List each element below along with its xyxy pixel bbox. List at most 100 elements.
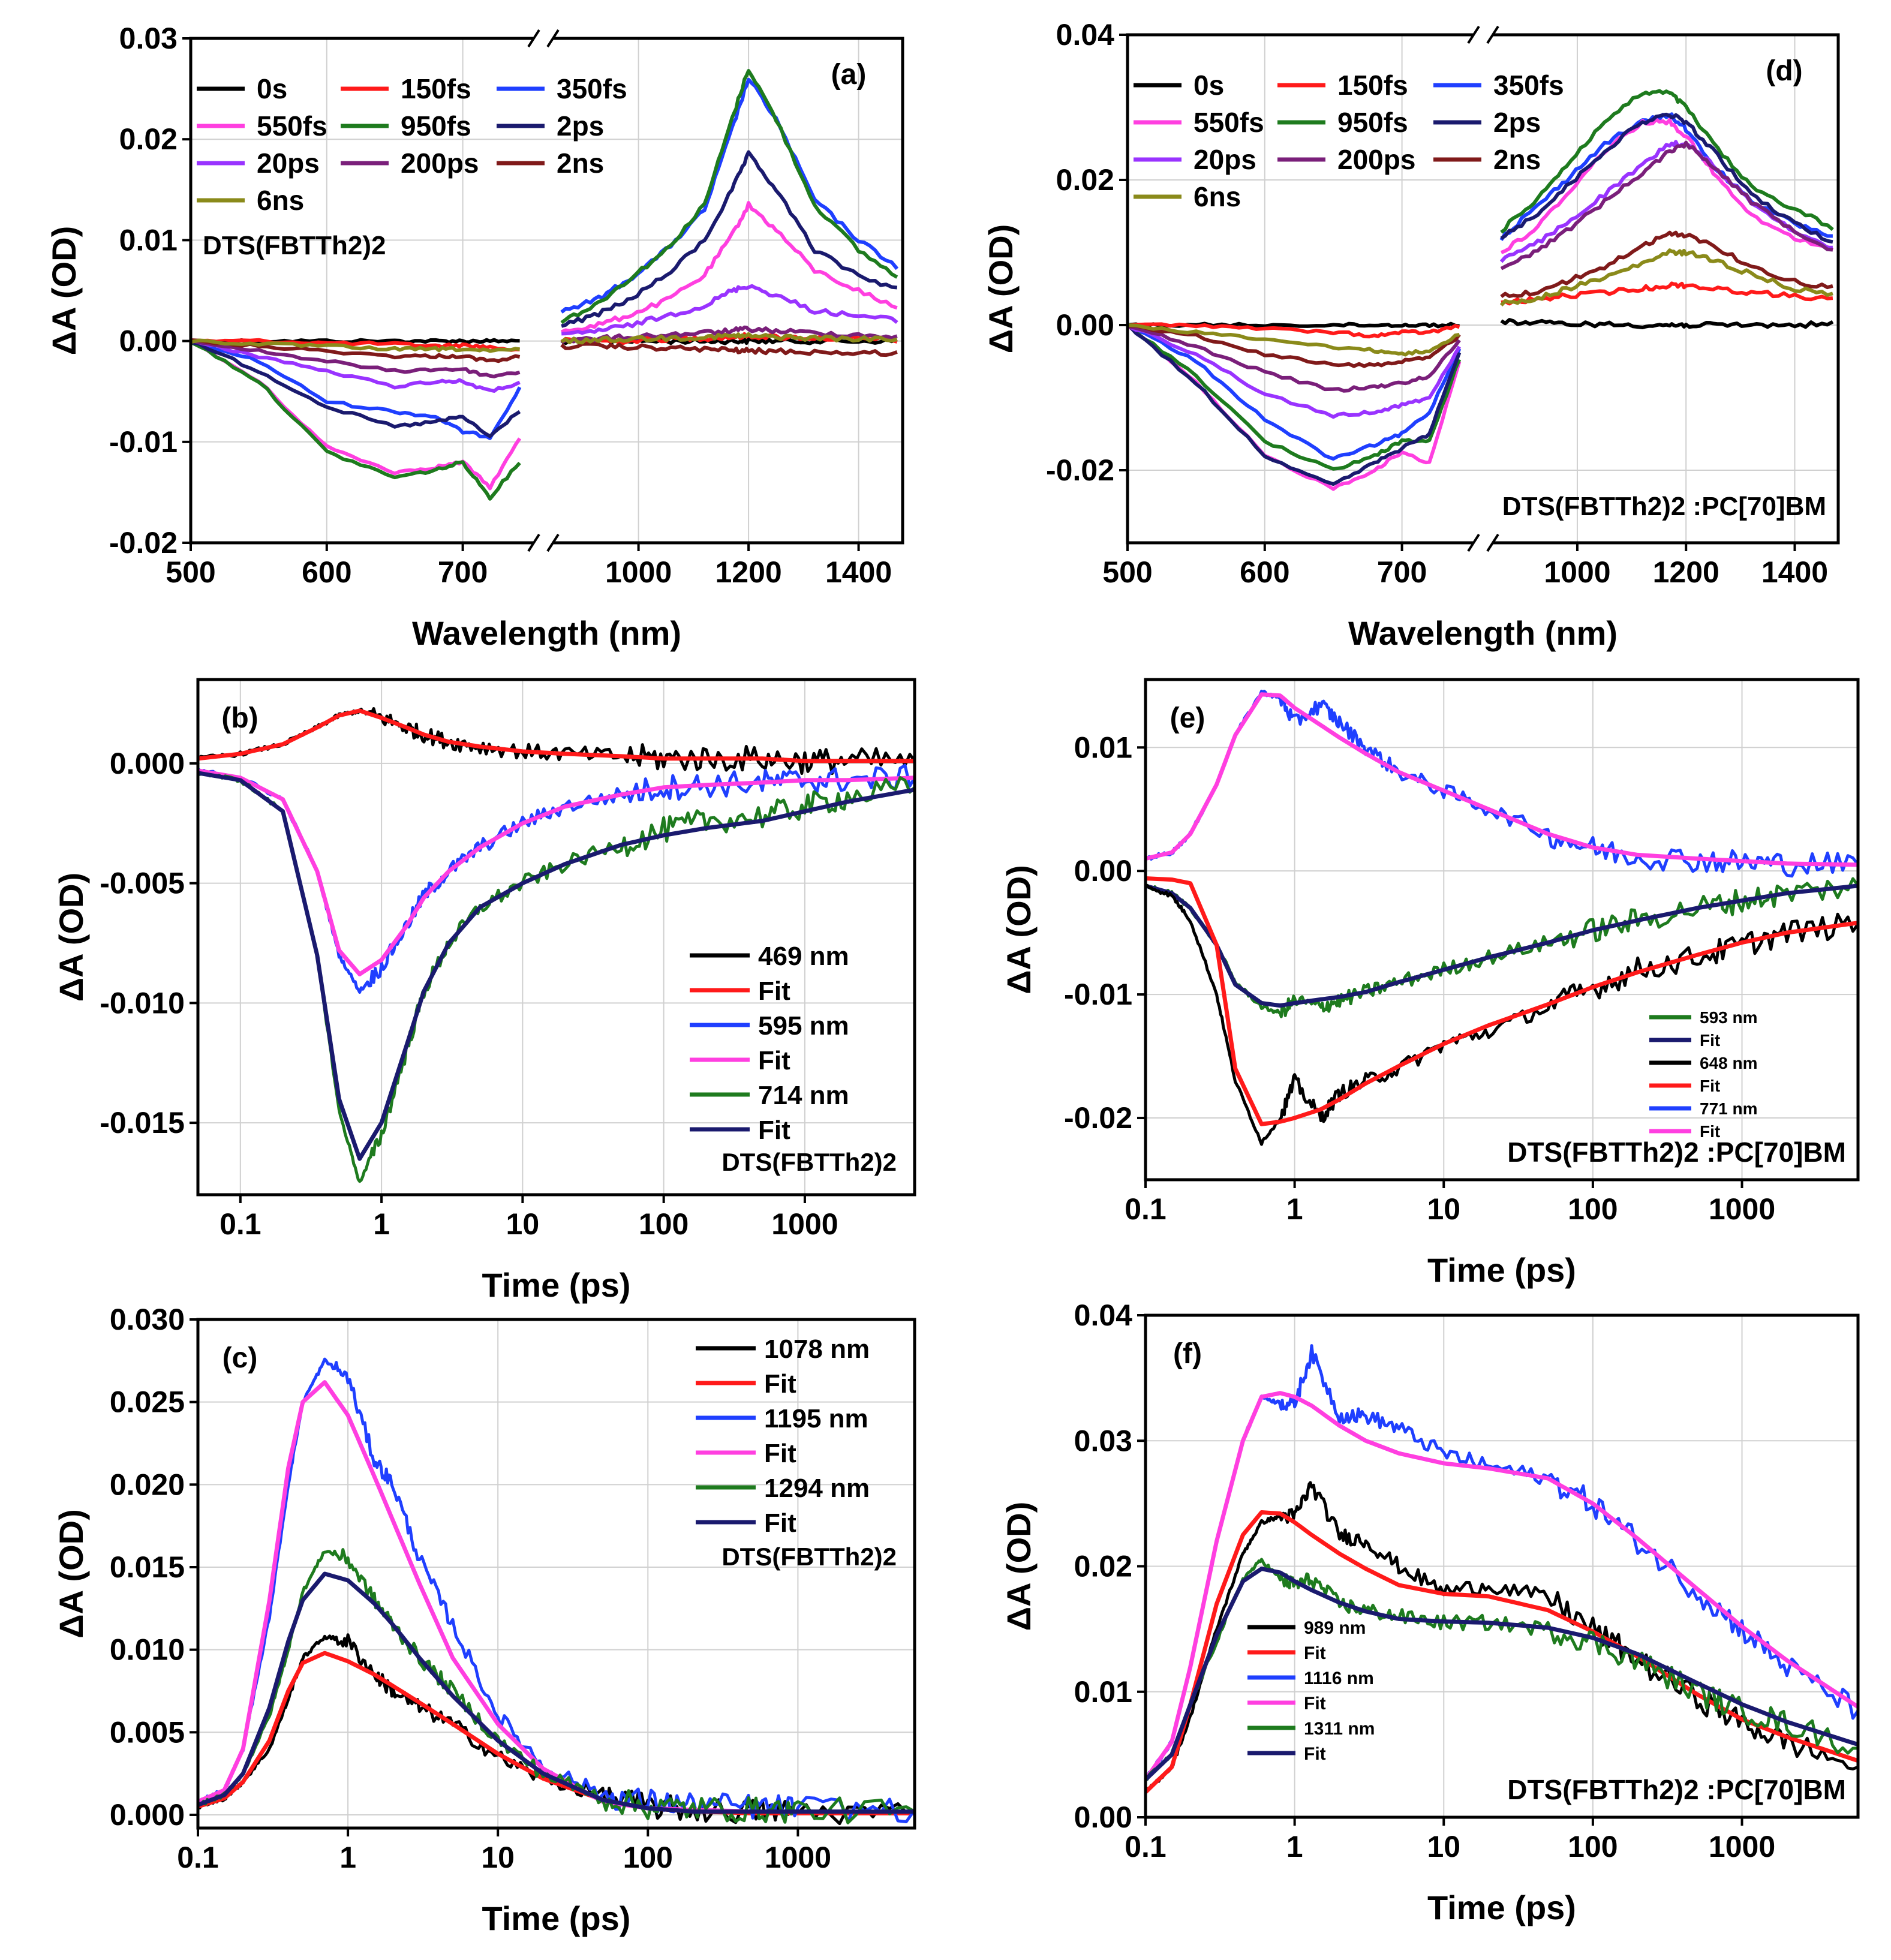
legend-label: 595 nm	[758, 1011, 849, 1041]
y-tick-label: 0.02	[1056, 163, 1114, 197]
y-tick-label: -0.02	[1046, 453, 1114, 487]
series-line	[1145, 1344, 1860, 1779]
series-line-nir	[1500, 230, 1833, 299]
series-line-vis	[1126, 324, 1461, 419]
series-line	[1145, 876, 1859, 1126]
y-tick-label: 0.000	[110, 1798, 185, 1832]
y-axis-label: ΔA (OD)	[1000, 1502, 1038, 1631]
series-line-nir	[560, 342, 898, 357]
panel-f: 0.00 0.01 0.02 0.03 0.04 ΔA (OD) 0.1 1 10 100 1000…	[1000, 1298, 1860, 1926]
x-tick-label: 700	[438, 555, 488, 589]
series-line	[197, 772, 916, 1183]
y-tick-label: 0.020	[110, 1468, 185, 1501]
legend-label: 1078 nm	[764, 1334, 870, 1364]
panel-label: (f)	[1173, 1338, 1202, 1370]
series-line	[197, 771, 915, 1161]
legend-label: 469 nm	[758, 942, 849, 971]
series-line-nir	[1500, 118, 1834, 254]
axis-break-mark	[527, 533, 540, 552]
x-tick-label: 100	[623, 1841, 673, 1874]
legend-label: 648 nm	[1700, 1054, 1758, 1072]
y-axis-label: ΔA (OD)	[982, 224, 1020, 353]
series-line-nir	[1500, 89, 1834, 234]
series-line	[197, 1548, 916, 1824]
x-axis-label: Wavelength (nm)	[1348, 614, 1618, 652]
axis-break-mark	[546, 29, 560, 48]
legend-label: 2ns	[557, 148, 604, 179]
x-tick-label: 0.1	[177, 1841, 219, 1874]
y-tick-label: 0.000	[110, 747, 185, 780]
panel-a: -0.02 -0.01 0.00 0.01 0.02 0.03 ΔA (OD) 500 600 7…	[45, 22, 904, 652]
legend-label: 550fs	[1193, 107, 1264, 138]
legend-label: 200ps	[401, 148, 479, 179]
axis-break-mark	[1486, 25, 1499, 44]
y-tick-label: 0.005	[110, 1715, 185, 1749]
y-tick-label: -0.02	[1064, 1101, 1132, 1135]
legend-label: 1294 nm	[764, 1474, 870, 1503]
series-line-vis	[1126, 323, 1462, 471]
y-tick-label: 0.03	[1074, 1424, 1132, 1457]
legend-label: 2ps	[1493, 107, 1541, 138]
panel-d: -0.02 0.00 0.02 0.04 ΔA (OD) 500 600 700 1000 120…	[982, 18, 1840, 652]
legend-label: Fit	[1700, 1122, 1720, 1141]
x-tick-label: 1000	[1709, 1830, 1775, 1863]
series-line	[1144, 1567, 1859, 1781]
x-tick-label: 0.1	[1125, 1830, 1167, 1863]
x-tick-label: 1400	[1761, 555, 1828, 589]
x-tick-label: 1200	[715, 555, 781, 589]
x-axis-label: Time (ps)	[1427, 1889, 1576, 1926]
series-line-nir	[1499, 248, 1833, 307]
y-tick-label: -0.02	[109, 526, 178, 560]
series-line-vis	[1126, 322, 1462, 486]
y-tick-label: 0.02	[119, 122, 178, 156]
series-line-nir	[560, 69, 898, 324]
y-tick-label: 0.00	[1056, 308, 1114, 342]
series-line-vis	[1126, 322, 1462, 461]
panel-label: (e)	[1170, 702, 1205, 734]
x-tick-label: 10	[481, 1841, 515, 1874]
x-tick-label: 1	[373, 1207, 390, 1241]
plot-frame	[1144, 678, 1860, 1182]
plot-frame	[196, 1318, 916, 1830]
legend-label: 6ns	[257, 185, 304, 216]
legend-label: 350fs	[557, 73, 627, 104]
legend-label: 2ns	[1493, 144, 1541, 175]
x-axis-label: Time (ps)	[482, 1266, 631, 1304]
x-tick-label: 500	[166, 555, 215, 589]
legend-label: 6ns	[1193, 181, 1241, 212]
series-line-nir	[561, 201, 898, 334]
y-tick-label: 0.01	[1074, 731, 1132, 764]
legend-label: Fit	[758, 976, 790, 1006]
series-line-vis	[1126, 324, 1462, 491]
legend-label: Fit	[1700, 1077, 1720, 1095]
x-tick-label: 700	[1377, 555, 1427, 589]
series-line-nir	[560, 332, 898, 345]
sample-annotation: DTS(FBTTh2)2	[721, 1543, 897, 1571]
legend-label: 350fs	[1493, 70, 1564, 101]
series-line-nir	[561, 284, 898, 336]
x-tick-label: 1200	[1653, 555, 1719, 589]
series-line	[1144, 1481, 1859, 1792]
panel-e: -0.02 -0.01 0.00 0.01 ΔA (OD) 0.1 1 10 100 1000 Ti…	[1000, 678, 1860, 1289]
y-tick-label: 0.00	[1074, 1800, 1132, 1834]
x-tick-label: 1	[339, 1841, 356, 1874]
y-axis-label: ΔA (OD)	[52, 1509, 90, 1638]
y-tick-label: 0.00	[119, 324, 178, 358]
y-axis-label: ΔA (OD)	[45, 226, 83, 355]
legend-label: 150fs	[401, 73, 471, 104]
legend-label: 20ps	[1193, 144, 1256, 175]
legend-label: Fit	[764, 1369, 796, 1399]
series-line	[1144, 1391, 1859, 1781]
series-line-nir	[1500, 318, 1834, 329]
plot-frame	[196, 678, 916, 1197]
y-tick-label: 0.030	[110, 1303, 185, 1336]
x-tick-label: 100	[639, 1207, 689, 1241]
legend-label: Fit	[764, 1439, 796, 1468]
legend-label: 714 nm	[758, 1081, 849, 1110]
series-line-vis	[190, 340, 521, 438]
legend-label: 0s	[257, 73, 287, 104]
y-axis-label: ΔA (OD)	[52, 873, 90, 1002]
axis-break-mark	[1467, 533, 1480, 552]
series-line	[197, 1571, 915, 1814]
